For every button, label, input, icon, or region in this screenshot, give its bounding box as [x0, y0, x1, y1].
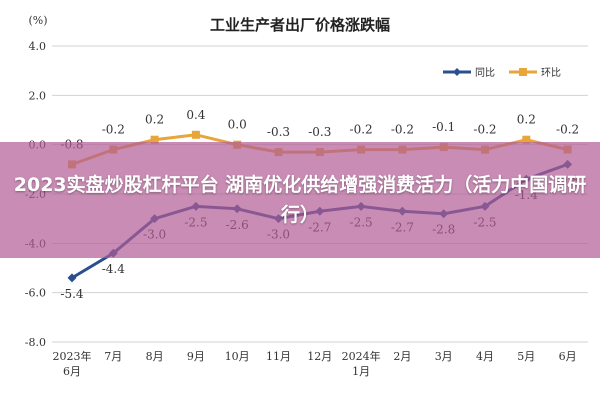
x-tick-line: 1月	[352, 365, 370, 378]
x-tick-line: 5月	[517, 350, 535, 363]
legend-swatch-marker	[519, 68, 527, 76]
legend-label: 环比	[541, 67, 561, 79]
y-tick-label: -8.0	[25, 336, 46, 349]
x-tick-line: 6月	[559, 350, 577, 363]
x-tick-line: 10月	[225, 350, 250, 363]
x-tick-line: 2023年	[53, 349, 92, 363]
banner-headline: 2023实盘炒股杠杆平台 湖南优化供给增强消费活力（活力中国调研行）	[13, 174, 587, 226]
x-tick-line: 12月	[307, 350, 332, 363]
x-tick-label: 4月	[476, 350, 494, 363]
x-tick-label: 12月	[307, 350, 332, 363]
yoy-data-label: -4.4	[102, 262, 126, 276]
x-tick-line: 6月	[63, 365, 81, 378]
x-tick-label: 10月	[225, 350, 250, 363]
x-tick-label: 2023年 6月	[53, 349, 92, 378]
mom-data-label: 0.0	[228, 118, 247, 132]
x-tick-line: 9月	[187, 350, 205, 363]
y-tick-label: 4.0	[29, 40, 47, 53]
legend: 同比 环比	[443, 67, 561, 79]
mom-data-label: -0.2	[473, 123, 496, 137]
mom-point	[191, 130, 200, 139]
mom-data-label: -0.3	[267, 125, 290, 139]
x-tick-line: 7月	[104, 350, 122, 363]
x-tick-line: 2024年	[342, 349, 381, 363]
mom-data-label: 0.2	[145, 113, 164, 127]
mom-data-label: -0.2	[391, 123, 414, 137]
mom-data-label: -0.3	[308, 125, 331, 139]
x-tick-line: 2月	[393, 350, 411, 363]
x-tick-line: 11月	[266, 350, 291, 363]
x-tick-labels: 2023年 6月 7月 8月 9月 10月 11月 12月 2024年 1月 2月 3月 4月 5月 6月	[53, 349, 577, 378]
x-tick-label: 2024年 1月	[342, 349, 381, 378]
legend-swatch-marker	[453, 68, 461, 76]
x-tick-label: 2月	[393, 350, 411, 363]
x-tick-label: 7月	[104, 350, 122, 363]
overlay-banner: 2023实盘炒股杠杆平台 湖南优化供给增强消费活力（活力中国调研行）	[0, 142, 600, 258]
mom-data-label: -0.2	[556, 123, 579, 137]
legend-label: 同比	[475, 67, 495, 79]
x-tick-line: 3月	[435, 350, 453, 363]
mom-data-label: -0.2	[350, 123, 373, 137]
x-tick-label: 9月	[187, 350, 205, 363]
yoy-data-label: -5.4	[60, 287, 84, 301]
mom-point	[150, 135, 159, 144]
x-tick-label: 11月	[266, 350, 291, 363]
y-tick-label: -6.0	[25, 287, 46, 300]
x-tick-label: 8月	[146, 350, 164, 363]
y-axis-unit: (%)	[28, 14, 47, 27]
y-tick-label: 2.0	[29, 89, 47, 102]
mom-data-label: -0.1	[432, 120, 455, 134]
x-tick-label: 3月	[435, 350, 453, 363]
x-tick-label: 6月	[559, 350, 577, 363]
yoy-point	[67, 273, 77, 283]
mom-data-label: 0.2	[517, 113, 536, 127]
mom-point	[522, 135, 531, 144]
x-tick-line: 8月	[146, 350, 164, 363]
chart-title: 工业生产者出厂价格涨跌幅	[210, 16, 390, 34]
mom-data-label: -0.2	[102, 123, 125, 137]
x-tick-label: 5月	[517, 350, 535, 363]
mom-data-label: 0.4	[186, 108, 205, 122]
x-tick-line: 4月	[476, 350, 494, 363]
